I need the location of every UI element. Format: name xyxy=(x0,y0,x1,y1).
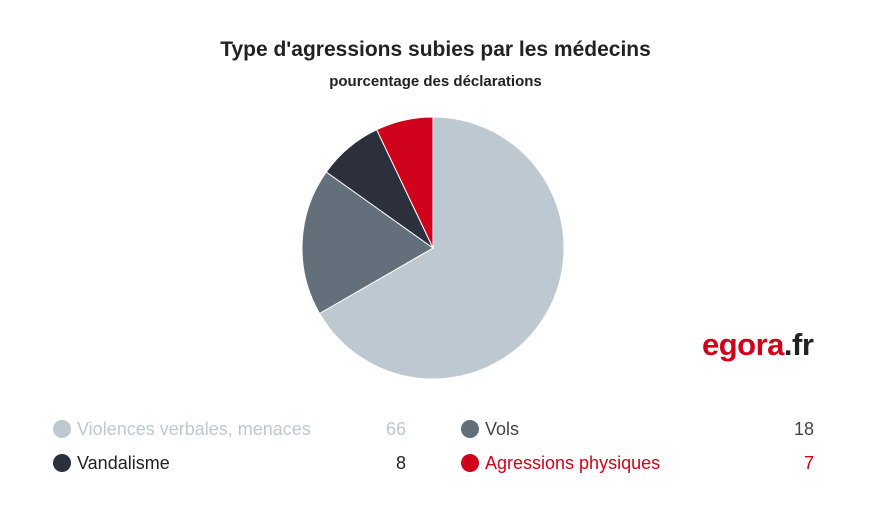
legend-item-vols[interactable]: Vols 18 xyxy=(461,417,814,441)
pie-slice-violences[interactable] xyxy=(318,116,565,380)
legend-value-vandalisme: 8 xyxy=(395,452,406,473)
pie-slice-agressions-physiques[interactable] xyxy=(376,116,434,249)
legend-label-vols: Vols xyxy=(485,418,520,439)
logo-part-egora: egora xyxy=(702,327,784,362)
legend-marker-violences xyxy=(53,420,71,438)
legend-marker-vols xyxy=(461,420,479,438)
chart-title: Type d'agressions subies par les médecin… xyxy=(220,38,651,61)
legend-label-violences: Violences verbales, menaces xyxy=(77,418,311,439)
pie-slice-vols[interactable] xyxy=(301,171,434,315)
chart-subtitle: pourcentage des déclarations xyxy=(329,73,542,90)
legend-item-vandalisme[interactable]: Vandalisme 8 xyxy=(53,451,406,475)
legend-value-agressions-physiques: 7 xyxy=(803,452,814,473)
legend-value-vols: 18 xyxy=(793,418,814,439)
logo-part-fr: .fr xyxy=(783,327,814,362)
legend-item-violences[interactable]: Violences verbales, menaces 66 xyxy=(53,417,406,441)
legend-marker-vandalisme xyxy=(53,454,71,472)
legend-label-agressions-physiques: Agressions physiques xyxy=(485,452,661,473)
egora-logo: egora.fr xyxy=(702,327,814,363)
legend-marker-agressions-physiques xyxy=(461,454,479,472)
legend-label-vandalisme: Vandalisme xyxy=(77,452,170,473)
legend-item-agressions-physiques[interactable]: Agressions physiques 7 xyxy=(461,451,814,475)
legend-value-violences: 66 xyxy=(385,418,406,439)
